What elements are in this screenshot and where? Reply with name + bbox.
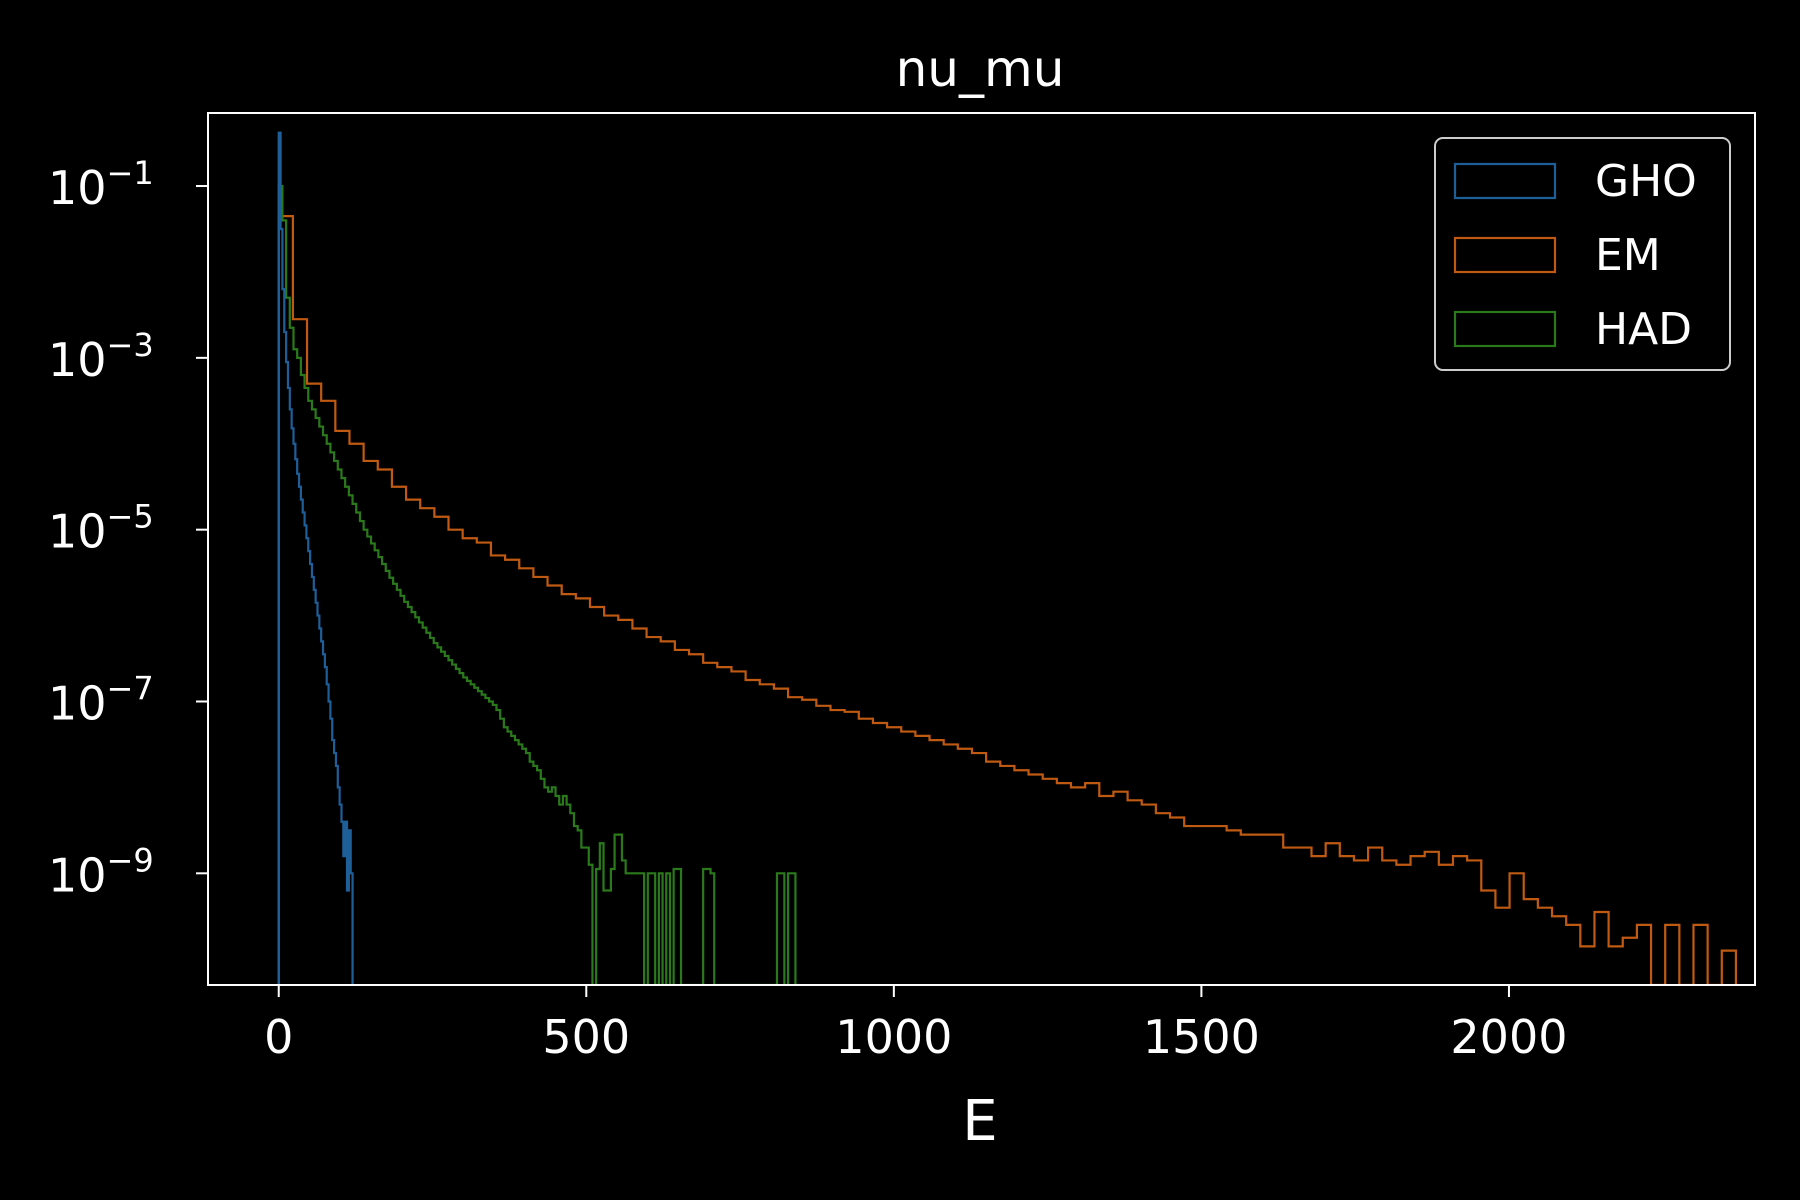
legend-swatch-had — [1453, 310, 1557, 348]
y-tick-label: 10−9 — [48, 841, 154, 902]
series-had-step-line — [277, 184, 801, 985]
y-tick-label: 10−1 — [48, 154, 154, 215]
y-tick-label: 10−3 — [48, 326, 154, 387]
y-tick-label: 10−7 — [48, 669, 154, 730]
legend: GHO EM HAD — [1434, 137, 1731, 371]
x-tick-label: 0 — [264, 1010, 293, 1064]
series-gho-step-line — [277, 131, 354, 985]
x-tick-label: 2000 — [1450, 1010, 1567, 1064]
x-axis-label: E — [962, 1089, 997, 1154]
x-tick-label: 500 — [542, 1010, 630, 1064]
legend-swatch-em — [1453, 236, 1557, 274]
legend-label-had: HAD — [1595, 304, 1692, 355]
chart-title: nu_mu — [896, 40, 1065, 98]
x-tick-label: 1500 — [1143, 1010, 1260, 1064]
series-em-step-line — [277, 214, 1738, 985]
y-tick-label: 10−5 — [48, 498, 154, 559]
axes: 0 500 1000 1500 2000 10−1 10−3 10−5 10−7 10−9 — [48, 112, 1756, 1064]
legend-label-gho: GHO — [1595, 156, 1697, 207]
legend-swatch-gho — [1453, 162, 1557, 200]
plot-area — [277, 131, 1738, 985]
legend-label-em: EM — [1595, 230, 1661, 281]
plot-frame — [207, 112, 1756, 986]
series-group — [277, 131, 1738, 985]
x-tick-label: 1000 — [835, 1010, 952, 1064]
